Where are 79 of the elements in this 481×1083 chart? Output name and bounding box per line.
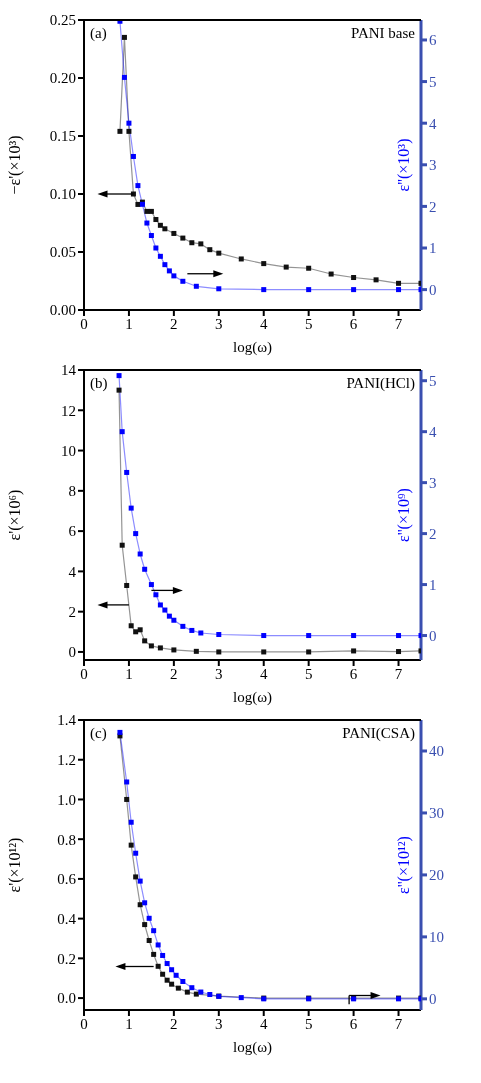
y2-tick-label: 4 xyxy=(429,423,437,440)
x-tick-label: 4 xyxy=(259,665,268,682)
annotation: (c) xyxy=(90,725,107,742)
x-tick-label: 5 xyxy=(304,1015,313,1032)
x-tick-label: 6 xyxy=(349,1015,358,1032)
y-tick-label: 10 xyxy=(61,442,76,459)
y-tick-label: 0.10 xyxy=(49,186,76,203)
y-tick-label: 0.2 xyxy=(57,950,76,967)
y-axis-title: ε'(×10⁶) xyxy=(5,489,24,541)
x-tick-label: 5 xyxy=(304,315,313,332)
y-tick-label: 0.25 xyxy=(49,12,76,29)
annotation: PANI base xyxy=(350,25,416,41)
x-tick-label: 6 xyxy=(349,315,358,332)
x-tick-label: 3 xyxy=(215,1015,223,1032)
y2-tick-label: 2 xyxy=(429,525,437,542)
y2-tick-label: 20 xyxy=(429,867,444,884)
y2-tick-label: 1 xyxy=(429,576,437,593)
x-tick-label: 1 xyxy=(125,315,133,332)
x-tick-label: 0 xyxy=(80,315,88,332)
annotation: (b) xyxy=(90,375,108,392)
y2-tick-label: 5 xyxy=(429,373,437,390)
x-tick-label: 1 xyxy=(125,665,133,682)
annotation: PANI(CSA) xyxy=(342,725,415,742)
x-tick-label: 6 xyxy=(349,665,358,682)
y-tick-label: 0.6 xyxy=(57,871,77,888)
y2-tick-label: 0 xyxy=(429,991,437,1008)
y-tick-label: 12 xyxy=(61,402,76,419)
y-axis-title: −ε'(×10³) xyxy=(5,135,24,195)
y2-tick-label: 3 xyxy=(429,474,437,491)
x-tick-label: 2 xyxy=(170,315,178,332)
x-axis-title: log(ω) xyxy=(232,1039,273,1056)
y-tick-label: 0.20 xyxy=(49,70,76,87)
x-tick-label: 7 xyxy=(394,1015,403,1032)
x-tick-label: 5 xyxy=(304,665,313,682)
y-tick-label: 0.8 xyxy=(57,831,76,848)
y2-axis-title: ε''(×10³) xyxy=(395,138,413,192)
y-tick-label: 2 xyxy=(68,603,76,620)
annotation: PANI(HCl) xyxy=(346,375,415,392)
annotation: (a) xyxy=(90,25,107,42)
x-tick-label: 0 xyxy=(80,1015,88,1032)
y2-tick-label: 40 xyxy=(429,743,444,760)
x-tick-label: 2 xyxy=(170,665,178,682)
y-tick-label: 0.0 xyxy=(57,990,76,1007)
y-tick-label: 0.15 xyxy=(49,128,76,145)
y2-axis-title: ε''(×10⁹) xyxy=(395,488,413,542)
y2-tick-label: 4 xyxy=(429,115,437,132)
x-tick-label: 4 xyxy=(259,1015,268,1032)
y2-tick-label: 0 xyxy=(429,281,437,298)
y-tick-label: 14 xyxy=(61,362,77,379)
y-axis-title: ε'(×10¹²) xyxy=(5,837,24,893)
y-tick-label: 6 xyxy=(68,523,77,540)
y-tick-label: 1.2 xyxy=(57,752,76,769)
x-tick-label: 4 xyxy=(259,315,268,332)
y2-tick-label: 2 xyxy=(429,198,437,215)
y2-tick-label: 30 xyxy=(429,805,444,822)
y2-tick-label: 0 xyxy=(429,627,437,644)
x-tick-label: 3 xyxy=(215,665,223,682)
x-tick-label: 2 xyxy=(170,1015,178,1032)
y-tick-label: 0.00 xyxy=(49,302,76,319)
x-tick-label: 3 xyxy=(215,315,223,332)
y-tick-label: 0.05 xyxy=(49,244,76,261)
x-tick-label: 0 xyxy=(80,665,88,682)
y2-tick-label: 5 xyxy=(429,73,437,90)
x-axis-title: log(ω) xyxy=(232,689,273,706)
y2-tick-label: 1 xyxy=(429,240,437,257)
x-tick-label: 7 xyxy=(394,665,403,682)
y-tick-label: 4 xyxy=(68,563,77,580)
x-tick-label: 7 xyxy=(394,315,403,332)
y2-tick-label: 10 xyxy=(429,929,444,946)
y2-tick-label: 6 xyxy=(429,32,437,49)
x-tick-label: 1 xyxy=(125,1015,133,1032)
y-tick-label: 0.4 xyxy=(57,910,77,927)
x-axis-title: log(ω) xyxy=(232,339,273,356)
y2-tick-label: 3 xyxy=(429,157,437,174)
y-tick-label: 1.4 xyxy=(57,712,77,729)
y2-axis-title: ε''(×10¹²) xyxy=(395,836,413,894)
y-tick-label: 0 xyxy=(68,644,76,661)
y-tick-label: 8 xyxy=(68,483,76,500)
y-tick-label: 1.0 xyxy=(57,791,76,808)
